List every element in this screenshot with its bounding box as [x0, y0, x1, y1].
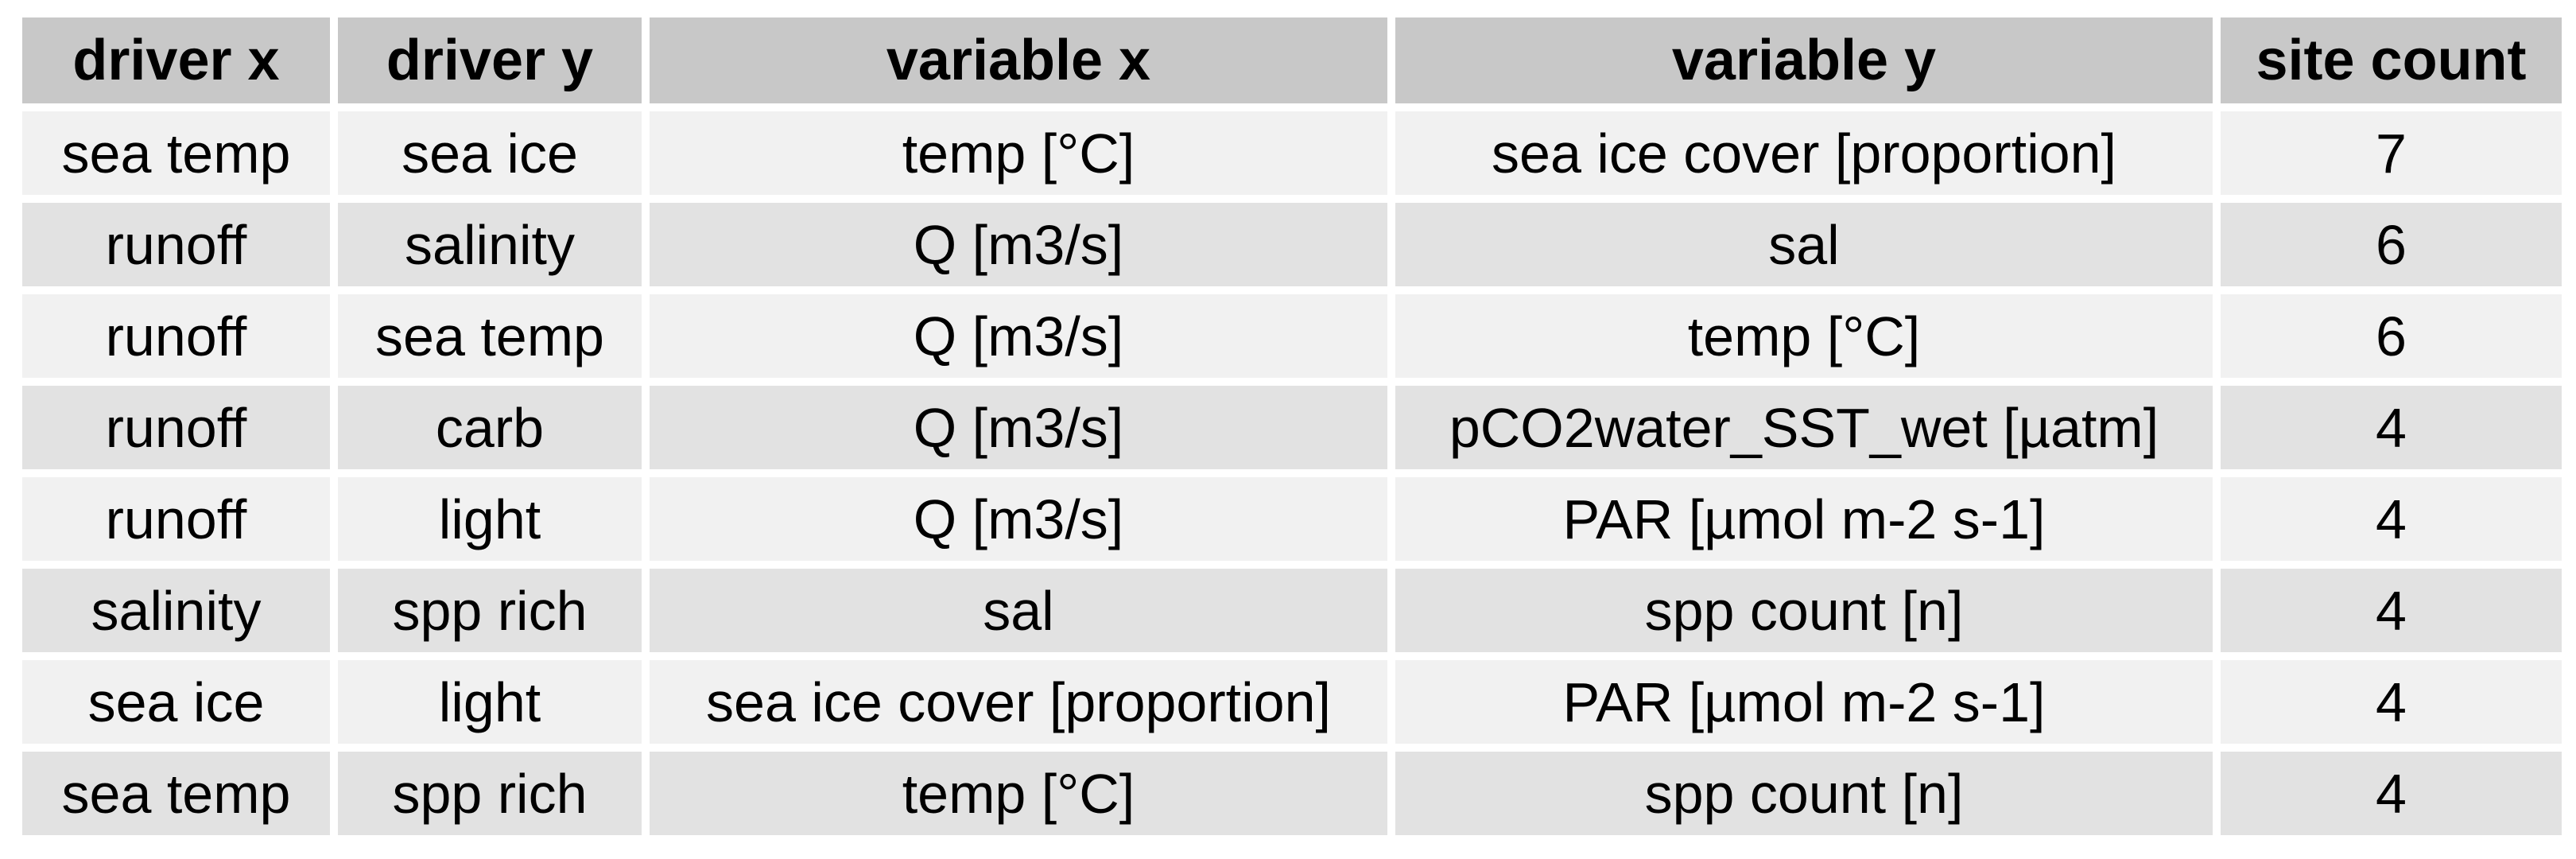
cell-variable-x: Q [m3/s]: [650, 386, 1387, 469]
cell-driver-x: runoff: [22, 386, 330, 469]
cell-variable-y: sal: [1395, 203, 2213, 286]
cell-variable-x: Q [m3/s]: [650, 477, 1387, 561]
table-row: runoff light Q [m3/s] PAR [µmol m-2 s-1]…: [22, 477, 2562, 561]
cell-variable-x: temp [°C]: [650, 111, 1387, 195]
cell-driver-x: runoff: [22, 203, 330, 286]
cell-variable-y: temp [°C]: [1395, 294, 2213, 378]
cell-driver-y: spp rich: [338, 569, 642, 652]
cell-site-count: 4: [2221, 477, 2562, 561]
driver-table: driver x driver y variable x variable y …: [14, 10, 2570, 843]
cell-driver-x: runoff: [22, 477, 330, 561]
table-row: sea temp sea ice temp [°C] sea ice cover…: [22, 111, 2562, 195]
cell-variable-y: PAR [µmol m-2 s-1]: [1395, 477, 2213, 561]
cell-driver-y: light: [338, 660, 642, 744]
cell-driver-y: spp rich: [338, 752, 642, 835]
cell-driver-x: salinity: [22, 569, 330, 652]
table-header: driver x driver y variable x variable y …: [22, 17, 2562, 103]
table-row: sea ice light sea ice cover [proportion]…: [22, 660, 2562, 744]
cell-driver-y: carb: [338, 386, 642, 469]
cell-variable-x: sal: [650, 569, 1387, 652]
column-header-driver-y: driver y: [338, 17, 642, 103]
cell-variable-y: sea ice cover [proportion]: [1395, 111, 2213, 195]
cell-variable-y: spp count [n]: [1395, 569, 2213, 652]
cell-variable-y: PAR [µmol m-2 s-1]: [1395, 660, 2213, 744]
cell-site-count: 4: [2221, 660, 2562, 744]
column-header-variable-y: variable y: [1395, 17, 2213, 103]
cell-driver-x: sea temp: [22, 752, 330, 835]
cell-variable-x: temp [°C]: [650, 752, 1387, 835]
table-row: runoff salinity Q [m3/s] sal 6: [22, 203, 2562, 286]
header-row: driver x driver y variable x variable y …: [22, 17, 2562, 103]
cell-site-count: 6: [2221, 203, 2562, 286]
cell-variable-x: Q [m3/s]: [650, 294, 1387, 378]
cell-driver-y: sea ice: [338, 111, 642, 195]
table-row: salinity spp rich sal spp count [n] 4: [22, 569, 2562, 652]
cell-driver-x: runoff: [22, 294, 330, 378]
column-header-driver-x: driver x: [22, 17, 330, 103]
cell-site-count: 4: [2221, 752, 2562, 835]
driver-table-container: driver x driver y variable x variable y …: [22, 17, 2562, 835]
cell-site-count: 6: [2221, 294, 2562, 378]
cell-driver-y: sea temp: [338, 294, 642, 378]
cell-driver-y: salinity: [338, 203, 642, 286]
table-row: runoff sea temp Q [m3/s] temp [°C] 6: [22, 294, 2562, 378]
cell-driver-x: sea ice: [22, 660, 330, 744]
cell-driver-y: light: [338, 477, 642, 561]
cell-driver-x: sea temp: [22, 111, 330, 195]
table-body: sea temp sea ice temp [°C] sea ice cover…: [22, 111, 2562, 835]
cell-site-count: 7: [2221, 111, 2562, 195]
table-row: runoff carb Q [m3/s] pCO2water_SST_wet […: [22, 386, 2562, 469]
cell-variable-x: Q [m3/s]: [650, 203, 1387, 286]
cell-site-count: 4: [2221, 569, 2562, 652]
column-header-variable-x: variable x: [650, 17, 1387, 103]
cell-site-count: 4: [2221, 386, 2562, 469]
cell-variable-y: pCO2water_SST_wet [µatm]: [1395, 386, 2213, 469]
table-row: sea temp spp rich temp [°C] spp count [n…: [22, 752, 2562, 835]
cell-variable-y: spp count [n]: [1395, 752, 2213, 835]
cell-variable-x: sea ice cover [proportion]: [650, 660, 1387, 744]
column-header-site-count: site count: [2221, 17, 2562, 103]
